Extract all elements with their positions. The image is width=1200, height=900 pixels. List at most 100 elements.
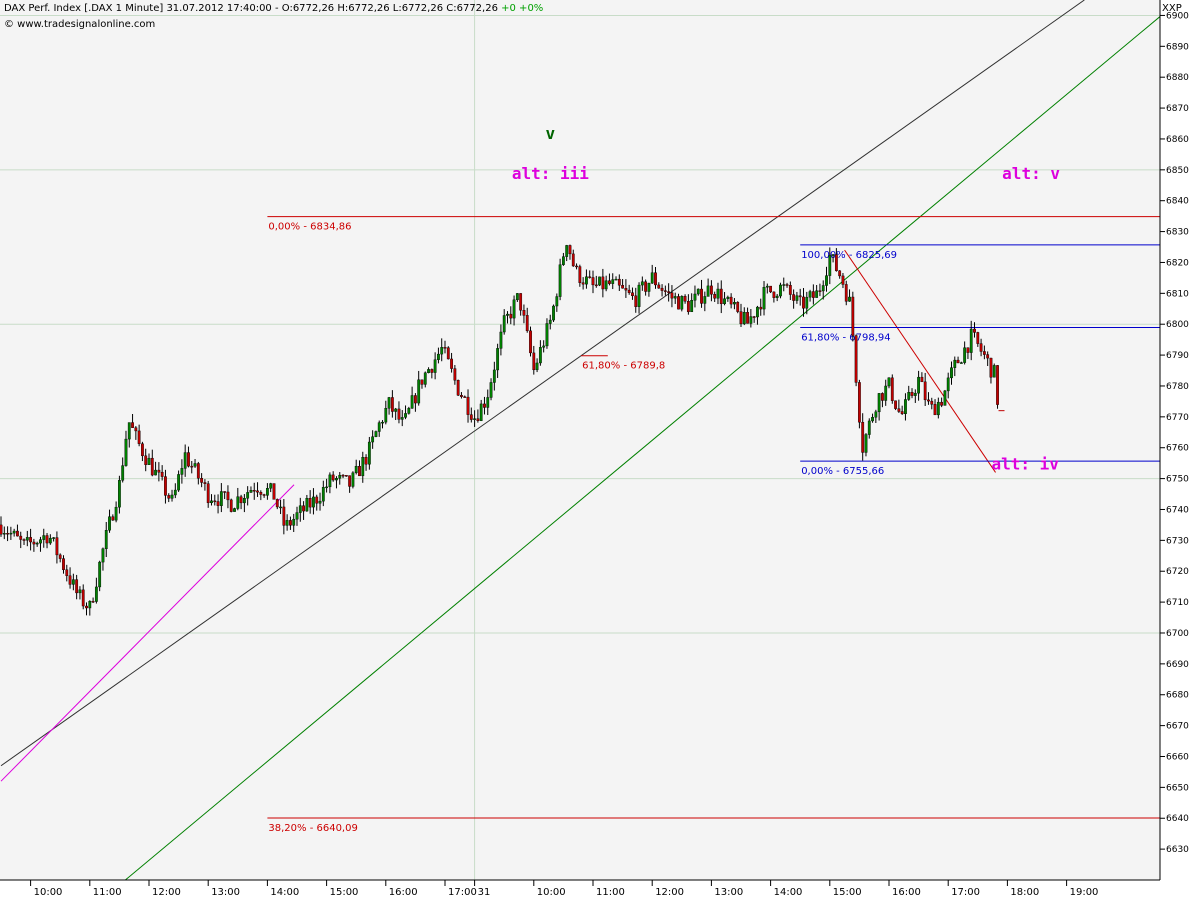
candle-body: [414, 395, 417, 404]
candle-body: [292, 518, 296, 526]
y-tick-label: 6890: [1166, 42, 1189, 52]
x-tick-label: 12:00: [152, 887, 181, 898]
candle-body: [173, 489, 177, 496]
fib-label: 61,80% - 6798,94: [801, 332, 890, 343]
candle-body: [548, 319, 552, 324]
candle-body: [55, 537, 59, 556]
candle-body: [177, 474, 180, 491]
candle-body: [953, 359, 957, 368]
x-tick-label: 11:00: [596, 887, 625, 898]
candle-body: [275, 499, 279, 508]
candle-body: [552, 305, 555, 321]
candle-body: [400, 417, 404, 420]
candle-body: [266, 488, 269, 496]
candle-body: [762, 287, 766, 310]
candle-body: [818, 290, 822, 292]
candle-body: [387, 397, 391, 409]
candle-body: [558, 264, 562, 297]
candle-body: [262, 494, 266, 496]
candle-body: [772, 291, 776, 298]
candle-body: [348, 475, 352, 487]
y-tick-label: 6740: [1166, 505, 1189, 515]
candle-body: [538, 347, 542, 364]
candle-body: [838, 270, 842, 277]
y-axis[interactable]: 6630 6640 6650 6660 6670 6680 6690 6700 6710 6720…: [1159, 0, 1189, 880]
trend-line-green-channel: [124, 15, 1160, 880]
candle-body: [483, 403, 486, 408]
candle-body: [430, 369, 434, 373]
candle-body: [913, 392, 917, 396]
candle-body: [420, 379, 424, 385]
symbol-info: DAX Perf. Index [.DAX 1 Minute] 31.07.20…: [4, 3, 498, 14]
candle-body: [239, 496, 243, 504]
candle-body: [479, 403, 483, 421]
candle-body: [469, 414, 473, 420]
candle-body: [279, 506, 282, 509]
candle-body: [529, 330, 532, 354]
candle-body: [608, 280, 611, 284]
candle-body: [269, 483, 273, 489]
candle-body: [341, 474, 345, 477]
candle-body: [525, 315, 529, 332]
y-tick-label: 6650: [1166, 783, 1189, 793]
candle-body: [344, 475, 348, 477]
candle-body: [249, 490, 253, 493]
x-axis[interactable]: 10:00 11:00 12:00 13:00 14:00 15:00 16:00 17:00…: [0, 879, 1160, 898]
candle-body: [996, 365, 999, 405]
candle-body: [170, 494, 174, 499]
candle-body: [486, 397, 490, 408]
candle-body: [956, 359, 960, 364]
candle-body: [522, 310, 526, 316]
candle-body: [861, 421, 865, 453]
candle-body: [940, 401, 944, 406]
candle-body: [374, 431, 378, 437]
candle-body: [361, 457, 365, 477]
candle-body: [259, 492, 263, 495]
candle-body: [765, 285, 769, 288]
candle-body: [164, 476, 167, 496]
candle-body: [696, 288, 700, 295]
candle-body: [242, 498, 246, 504]
wave-label: alt: v: [1002, 164, 1060, 183]
wave-labels: v alt: iii alt: v alt: iv: [512, 124, 1061, 473]
candle-body: [407, 408, 411, 414]
y-tick-label: 6680: [1166, 691, 1189, 701]
candle-body: [91, 601, 95, 603]
candle-body: [769, 285, 773, 293]
candle-body: [591, 277, 595, 286]
candle-body: [104, 530, 108, 550]
candle-body: [492, 369, 496, 383]
candle-body: [318, 500, 322, 504]
candle-body: [782, 284, 786, 286]
chart-header: DAX Perf. Index [.DAX 1 Minute] 31.07.20…: [4, 3, 543, 14]
candle-body: [466, 396, 470, 415]
candle-body: [640, 281, 644, 286]
candle-body: [647, 282, 651, 292]
candle-body: [815, 290, 819, 298]
x-tick-label: 14:00: [774, 887, 803, 898]
candle-body: [693, 293, 697, 301]
candle-body: [660, 287, 664, 291]
candle-body: [463, 396, 467, 398]
candle-body: [723, 298, 726, 305]
candle-body: [933, 404, 937, 416]
candle-body: [496, 348, 500, 371]
candle-body: [614, 278, 618, 281]
candle-body: [667, 291, 671, 293]
candle-body: [848, 296, 851, 302]
candle-body: [9, 532, 13, 535]
x-tick-label: 17:00: [448, 887, 477, 898]
trend-line-black-channel: [0, 0, 1085, 767]
candle-body: [555, 296, 559, 307]
candle-body: [384, 408, 388, 423]
candle-body: [460, 395, 463, 397]
candle-body: [887, 377, 891, 387]
candle-body: [229, 499, 233, 512]
candle-body: [650, 272, 654, 284]
candle-body: [690, 300, 694, 313]
candle-body: [637, 284, 641, 307]
candle-body: [147, 457, 151, 465]
candle-body: [338, 474, 342, 479]
candle-body: [450, 358, 453, 369]
